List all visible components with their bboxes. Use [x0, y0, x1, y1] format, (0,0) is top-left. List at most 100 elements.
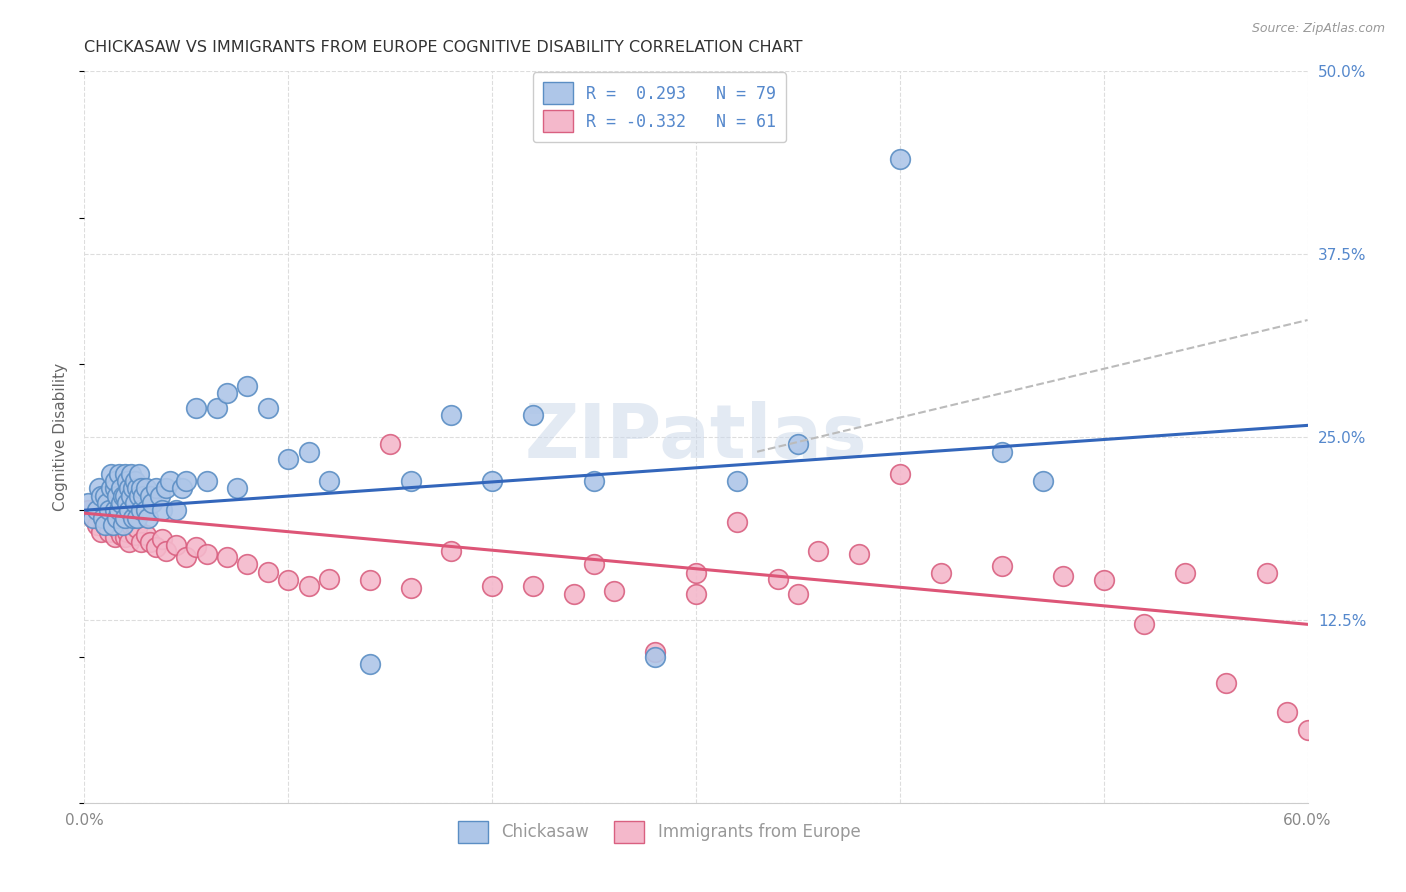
Text: ZIPatlas: ZIPatlas — [524, 401, 868, 474]
Point — [104, 481, 127, 495]
Point — [104, 474, 127, 488]
Point — [145, 540, 167, 554]
Point — [131, 481, 153, 495]
Point — [108, 503, 131, 517]
Point — [186, 540, 208, 554]
Point — [77, 496, 100, 510]
Point — [90, 489, 112, 503]
Point — [186, 401, 208, 415]
Point — [1032, 474, 1054, 488]
Point — [991, 558, 1014, 573]
Point — [110, 528, 132, 542]
Point — [112, 489, 135, 503]
Point — [105, 510, 128, 524]
Point — [1092, 574, 1115, 588]
Point — [145, 481, 167, 495]
Point — [127, 521, 149, 535]
Point — [124, 496, 146, 510]
Point — [1133, 617, 1156, 632]
Point — [522, 408, 544, 422]
Point — [77, 503, 100, 517]
Point — [112, 517, 135, 532]
Point — [87, 481, 110, 495]
Point — [1052, 569, 1074, 583]
Point — [124, 474, 146, 488]
Point — [138, 535, 160, 549]
Point — [174, 474, 197, 488]
Point — [122, 510, 145, 524]
Text: CHICKASAW VS IMMIGRANTS FROM EUROPE COGNITIVE DISABILITY CORRELATION CHART: CHICKASAW VS IMMIGRANTS FROM EUROPE COGN… — [84, 40, 803, 55]
Point — [1215, 676, 1237, 690]
Point — [97, 525, 120, 540]
Point — [205, 401, 228, 415]
Point — [150, 533, 173, 547]
Point — [155, 481, 177, 495]
Point — [96, 496, 118, 510]
Point — [93, 517, 115, 532]
Point — [929, 566, 952, 581]
Point — [644, 649, 666, 664]
Point — [440, 544, 463, 558]
Point — [131, 503, 153, 517]
Point — [298, 579, 321, 593]
Point — [108, 467, 131, 481]
Point — [1277, 705, 1299, 719]
Point — [112, 517, 135, 532]
Point — [399, 581, 422, 595]
Point — [165, 503, 187, 517]
Point — [277, 452, 299, 467]
Point — [100, 481, 122, 495]
Point — [848, 547, 870, 561]
Point — [118, 535, 141, 549]
Point — [82, 510, 104, 524]
Point — [725, 515, 748, 529]
Point — [118, 481, 141, 495]
Point — [105, 489, 128, 503]
Point — [603, 583, 626, 598]
Point — [136, 510, 159, 524]
Point — [257, 401, 280, 415]
Point — [1174, 566, 1197, 581]
Point — [236, 379, 259, 393]
Point — [97, 503, 120, 517]
Point — [562, 586, 585, 600]
Point — [644, 645, 666, 659]
Point — [359, 657, 381, 671]
Point — [122, 481, 145, 495]
Point — [82, 510, 104, 524]
Point — [889, 467, 911, 481]
Point — [217, 386, 239, 401]
Point — [889, 152, 911, 166]
Point — [766, 572, 789, 586]
Point — [257, 565, 280, 579]
Point — [135, 481, 157, 495]
Point — [114, 530, 136, 544]
Point — [114, 467, 136, 481]
Point — [128, 489, 150, 503]
Point — [110, 496, 132, 510]
Point — [115, 525, 138, 540]
Point — [120, 517, 142, 532]
Point — [135, 503, 157, 517]
Point — [725, 474, 748, 488]
Point — [583, 474, 606, 488]
Point — [127, 481, 149, 495]
Point — [149, 489, 172, 503]
Point — [128, 467, 150, 481]
Point — [104, 503, 127, 517]
Point — [150, 503, 173, 517]
Point — [90, 525, 112, 540]
Point — [110, 481, 132, 495]
Point — [86, 517, 108, 532]
Point — [195, 547, 218, 561]
Point — [114, 510, 136, 524]
Point — [481, 579, 503, 593]
Point — [100, 510, 122, 524]
Point — [165, 538, 187, 552]
Point — [685, 566, 707, 581]
Point — [138, 489, 160, 503]
Point — [101, 517, 124, 532]
Point — [159, 474, 181, 488]
Point — [115, 474, 138, 488]
Point — [100, 467, 122, 481]
